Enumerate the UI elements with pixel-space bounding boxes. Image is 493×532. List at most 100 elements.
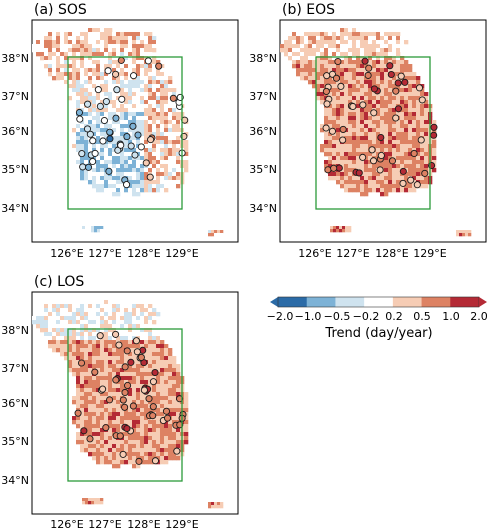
lat-label-34: 34°N [249,202,277,215]
station-marker [118,95,126,103]
station-marker [112,70,120,78]
station-marker [410,149,418,157]
station-marker [99,385,107,393]
cb-tick-label: −2.0 [267,310,294,323]
cb-tick-label: 0.2 [385,310,403,323]
station-marker [121,363,129,371]
station-marker [370,109,378,117]
trend-raster-los [32,300,224,509]
lat-label-38: 38°N [249,52,277,65]
station-marker [163,414,172,422]
lat-label-37: 37°N [1,90,29,103]
lat-label-36: 36°N [1,125,29,138]
lat-label-36: 36°N [1,397,29,410]
station-marker [113,86,121,94]
lon-label-126: 126°E [50,247,83,260]
station-marker [155,62,163,70]
station-marker [129,402,137,410]
station-marker [162,407,171,415]
station-marker [339,136,347,144]
lat-axis-labels: 38°N 37°N 36°N 35°N 34°N [1,52,29,215]
station-marker [330,164,338,172]
lat-label-38: 38°N [1,324,29,337]
station-marker [121,403,129,411]
colorbar: −2.0 −1.0 −0.5 −0.2 0.2 0.5 1.0 2.0 Tren… [267,296,488,341]
colorbar-min-extend [270,297,278,307]
study-area-box [67,328,183,482]
station-marker [78,150,86,158]
station-marker [415,84,424,92]
station-marker [100,116,108,125]
station-marker [147,136,155,144]
colorbar-segment [306,297,336,307]
station-marker [418,96,426,104]
study-area-box [315,56,431,210]
lon-label-127: 127°E [336,247,369,260]
cb-tick-label: 1.0 [442,310,460,323]
station-marker [119,450,127,458]
station-marker [173,447,181,455]
station-marker [127,142,135,150]
lon-label-128: 128°E [127,518,160,531]
station-marker [123,181,131,189]
lat-axis-labels: 38°N 37°N 36°N 35°N 34°N [1,324,29,487]
station-marker [119,396,127,404]
station-markers-eos [322,57,438,189]
station-marker [349,102,357,111]
station-marker [361,57,369,65]
lat-axis-labels: 38°N 37°N 36°N 35°N 34°N [249,52,277,215]
station-marker [140,386,148,394]
station-marker [127,358,135,366]
station-marker [337,82,345,90]
station-marker [117,141,125,149]
station-marker [324,166,332,174]
lon-axis-labels: 126°E 127°E 128°E 129°E [50,518,198,531]
station-marker [407,176,415,184]
station-marker [74,409,82,417]
lat-label-36: 36°N [249,125,277,138]
colorbar-segment [364,297,394,307]
station-marker [377,151,385,160]
station-markers-los [74,330,187,465]
station-marker [144,57,152,65]
lon-label-128: 128°E [375,247,408,260]
station-marker [176,421,184,429]
station-marker [131,151,139,159]
lat-label-35: 35°N [1,163,29,176]
lat-label-35: 35°N [1,435,29,448]
station-marker [133,348,141,356]
station-marker [397,72,405,80]
lon-axis-labels: 126°E 127°E 128°E 129°E [298,247,446,260]
station-marker [134,131,142,139]
station-marker [323,72,331,80]
station-marker [323,100,331,108]
station-marker [106,135,114,143]
lon-label-127: 127°E [88,247,121,260]
station-marker [129,122,137,130]
station-marker [392,114,400,122]
colorbar-segment [450,297,480,307]
station-marker [355,169,363,177]
station-marker [368,146,376,154]
trend-raster-sos [32,28,224,237]
station-marker [91,149,99,157]
lon-label-129: 129°E [165,247,198,260]
station-marker [135,457,143,465]
cb-tick-label: 0.5 [413,310,431,323]
station-marker [105,167,113,175]
station-marker [104,67,112,75]
station-marker [322,87,330,95]
station-marker [359,101,367,109]
station-marker [99,137,107,145]
lon-label-128: 128°E [127,247,160,260]
station-marker [386,62,394,70]
station-marker [149,378,157,386]
station-marker [112,376,120,384]
station-marker [130,72,138,80]
station-marker [123,133,131,141]
station-marker [394,105,403,113]
lat-label-34: 34°N [1,202,29,215]
station-marker [112,114,120,122]
station-marker [85,163,93,171]
